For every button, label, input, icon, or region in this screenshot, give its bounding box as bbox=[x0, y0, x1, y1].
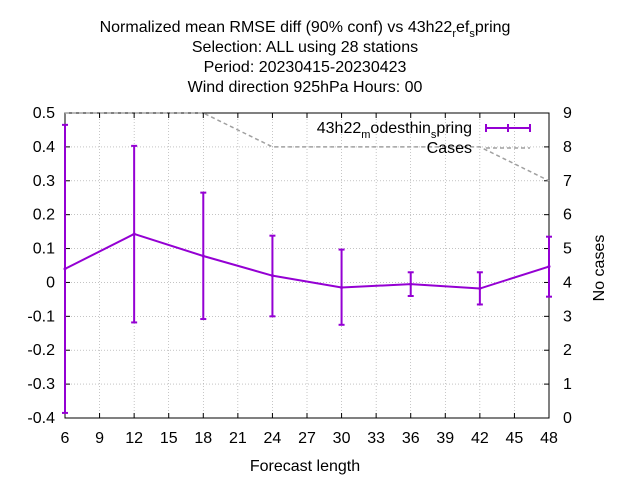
data-point bbox=[340, 286, 344, 290]
y2-tick-label: 9 bbox=[563, 105, 572, 122]
y2-tick-label: 4 bbox=[563, 274, 572, 291]
title-sub-2: s bbox=[469, 28, 475, 40]
data-point bbox=[547, 265, 551, 269]
y2-tick-label: 7 bbox=[563, 173, 572, 190]
x-tick-label: 18 bbox=[194, 430, 212, 447]
series-line-cases bbox=[65, 112, 550, 182]
y-tick-label: 0.2 bbox=[33, 207, 55, 224]
x-axis-ticks: 6 9 12 15 18 21 24 27 30 33 36 39 42 45 48 bbox=[61, 113, 558, 447]
x-tick-label: 39 bbox=[436, 430, 454, 447]
title-line-4: Wind direction 925hPa Hours: 00 bbox=[188, 79, 423, 96]
x-tick-label: 12 bbox=[125, 430, 143, 447]
data-point bbox=[270, 274, 274, 278]
y2-tick-label: 5 bbox=[563, 241, 572, 258]
grid bbox=[65, 113, 549, 418]
legend-key-series-1 bbox=[485, 124, 531, 132]
data-point bbox=[201, 254, 205, 258]
chart-title: Normalized mean RMSE diff (90% conf) vs … bbox=[100, 19, 511, 96]
x-tick-label: 24 bbox=[264, 430, 282, 447]
y-tick-label: -0.1 bbox=[27, 308, 55, 325]
x-tick-label: 15 bbox=[160, 430, 178, 447]
series-line-main bbox=[64, 232, 550, 290]
legend: 43h22modesthinspring Cases bbox=[317, 120, 531, 157]
legend-label-series-1: 43h22modesthinspring bbox=[317, 120, 472, 141]
title-sub-1: r bbox=[452, 28, 456, 40]
title-line-1: Normalized mean RMSE diff (90% conf) vs … bbox=[100, 19, 511, 40]
y-tick-label: 0.1 bbox=[33, 241, 55, 258]
x-tick-label: 30 bbox=[333, 430, 351, 447]
x-tick-label: 6 bbox=[61, 430, 70, 447]
y2-tick-label: 6 bbox=[563, 207, 572, 224]
y-tick-label: 0.4 bbox=[33, 139, 55, 156]
x-tick-label: 45 bbox=[506, 430, 524, 447]
y-tick-label: -0.2 bbox=[27, 342, 55, 359]
title-mid-1: ef bbox=[456, 19, 470, 36]
y2-axis-ticks: 0 1 2 3 4 5 6 7 8 9 bbox=[544, 105, 572, 427]
y-tick-label: -0.4 bbox=[27, 410, 55, 427]
x-tick-label: 36 bbox=[402, 430, 420, 447]
y-tick-label: 0.5 bbox=[33, 105, 55, 122]
x-tick-label: 9 bbox=[95, 430, 104, 447]
y2-tick-label: 2 bbox=[563, 342, 572, 359]
x-tick-label: 33 bbox=[367, 430, 385, 447]
data-point bbox=[478, 287, 482, 291]
y-axis-ticks: -0.4 -0.3 -0.2 -0.1 0 0.1 0.2 0.3 0.4 0.5 bbox=[27, 105, 70, 427]
series-layer bbox=[62, 112, 552, 414]
y2-axis-label: No cases bbox=[591, 235, 608, 302]
y2-tick-label: 8 bbox=[563, 139, 572, 156]
title-tail: pring bbox=[475, 19, 511, 36]
y-tick-label: 0.3 bbox=[33, 173, 55, 190]
y2-tick-label: 1 bbox=[563, 376, 572, 393]
y2-tick-label: 0 bbox=[563, 410, 572, 427]
data-point bbox=[132, 232, 136, 236]
title-line-2: Selection: ALL using 28 stations bbox=[192, 39, 418, 56]
data-point bbox=[63, 267, 67, 271]
legend-label-series-2: Cases bbox=[427, 140, 472, 157]
x-tick-label: 48 bbox=[540, 430, 558, 447]
y2-tick-label: 3 bbox=[563, 308, 572, 325]
title-line-3: Period: 20230415-20230423 bbox=[204, 59, 407, 76]
x-tick-label: 27 bbox=[298, 430, 316, 447]
y-tick-label: -0.3 bbox=[27, 376, 55, 393]
data-point bbox=[409, 282, 413, 286]
x-tick-label: 21 bbox=[229, 430, 247, 447]
x-axis-label: Forecast length bbox=[250, 458, 360, 475]
x-tick-label: 42 bbox=[471, 430, 489, 447]
y-tick-label: 0 bbox=[46, 274, 55, 291]
